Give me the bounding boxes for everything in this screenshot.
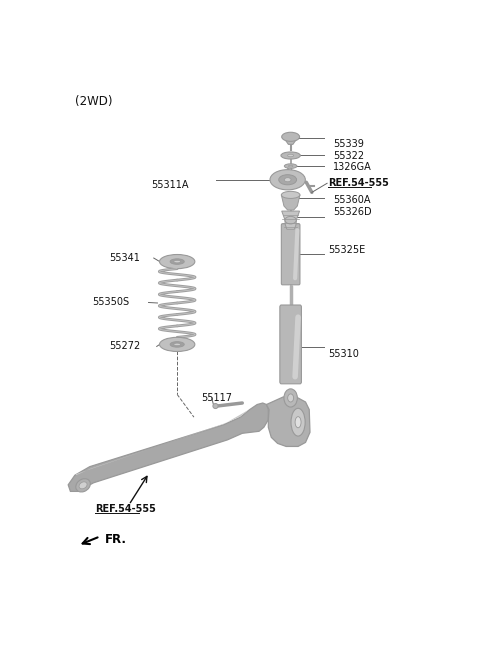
Ellipse shape (79, 482, 87, 489)
Text: 55326D: 55326D (334, 207, 372, 216)
Ellipse shape (288, 394, 294, 402)
Ellipse shape (288, 154, 294, 157)
FancyBboxPatch shape (281, 224, 300, 285)
Polygon shape (68, 403, 268, 491)
Ellipse shape (288, 165, 293, 167)
Text: REF.54-555: REF.54-555 (328, 178, 389, 188)
Text: 55341: 55341 (109, 253, 140, 263)
Ellipse shape (281, 152, 300, 159)
Ellipse shape (295, 417, 301, 428)
Ellipse shape (284, 164, 297, 169)
Ellipse shape (76, 479, 90, 492)
Ellipse shape (174, 343, 180, 346)
Text: FR.: FR. (105, 533, 127, 546)
Text: (2WD): (2WD) (75, 95, 112, 108)
Text: 55311A: 55311A (151, 180, 188, 190)
Polygon shape (76, 409, 249, 475)
Ellipse shape (170, 342, 184, 347)
Text: 55117: 55117 (202, 393, 232, 403)
Ellipse shape (174, 260, 180, 263)
Ellipse shape (159, 337, 195, 352)
Ellipse shape (279, 174, 297, 185)
Text: 1326GA: 1326GA (334, 162, 372, 172)
Ellipse shape (282, 133, 300, 141)
Text: 55339: 55339 (334, 139, 364, 150)
Text: 55310: 55310 (328, 349, 359, 359)
Text: 55322: 55322 (334, 151, 364, 161)
Ellipse shape (285, 216, 296, 224)
Ellipse shape (213, 403, 218, 409)
FancyBboxPatch shape (280, 305, 301, 384)
Polygon shape (283, 137, 298, 144)
Text: 55350S: 55350S (92, 297, 129, 308)
Text: REF.54-555: REF.54-555 (96, 504, 156, 514)
Text: 55325E: 55325E (328, 245, 365, 255)
Text: 55360A: 55360A (334, 195, 371, 205)
Ellipse shape (284, 178, 291, 182)
Ellipse shape (270, 170, 305, 190)
Polygon shape (266, 397, 310, 447)
Ellipse shape (291, 408, 305, 436)
Ellipse shape (284, 389, 297, 407)
Ellipse shape (281, 192, 300, 198)
Polygon shape (281, 195, 300, 210)
Polygon shape (282, 211, 300, 229)
Text: 55272: 55272 (109, 341, 140, 352)
Ellipse shape (170, 259, 184, 264)
Ellipse shape (159, 255, 195, 269)
